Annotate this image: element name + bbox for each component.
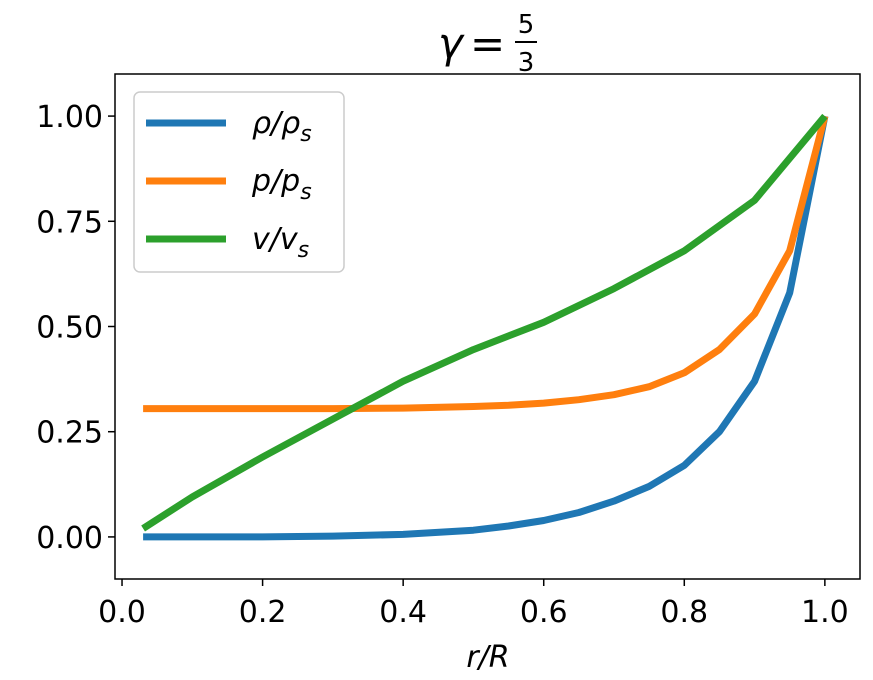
x-axis-ticks: 0.0 0.2 0.4 0.6 0.8 1.0 bbox=[98, 579, 849, 630]
legend-label-1: ρ/ρs bbox=[252, 106, 312, 147]
x-tick-label: 0.2 bbox=[239, 595, 287, 630]
title-gamma: γ bbox=[438, 19, 465, 68]
x-tick-label: 1.0 bbox=[801, 595, 849, 630]
y-tick-label: 1.00 bbox=[36, 100, 103, 135]
legend-label-2: p/ps bbox=[251, 164, 312, 205]
legend-box bbox=[133, 91, 345, 273]
x-tick-label: 0.8 bbox=[660, 595, 708, 630]
series-line-2 bbox=[143, 115, 829, 413]
y-tick-label: 0.25 bbox=[36, 416, 103, 451]
x-tick-label: 0.0 bbox=[98, 595, 146, 630]
legend-label-3: v/vs bbox=[252, 222, 309, 263]
title-equals: = bbox=[470, 19, 505, 68]
y-tick-label: 0.50 bbox=[36, 311, 103, 346]
series-line-3 bbox=[141, 113, 828, 532]
legend: ρ/ρs p/ps v/vs bbox=[133, 91, 345, 273]
title-denominator: 3 bbox=[518, 48, 535, 78]
y-tick-label: 0.00 bbox=[36, 521, 103, 556]
y-axis-ticks: 0.00 0.25 0.50 0.75 1.00 bbox=[36, 100, 115, 556]
series-line-1 bbox=[143, 115, 829, 541]
x-axis-label: r/R bbox=[466, 640, 509, 675]
chart-title: γ = 5 3 bbox=[438, 10, 537, 78]
series-group bbox=[141, 113, 829, 541]
y-tick-label: 0.75 bbox=[36, 205, 103, 240]
x-tick-label: 0.4 bbox=[379, 595, 427, 630]
title-numerator: 5 bbox=[518, 10, 535, 40]
x-tick-label: 0.6 bbox=[520, 595, 568, 630]
